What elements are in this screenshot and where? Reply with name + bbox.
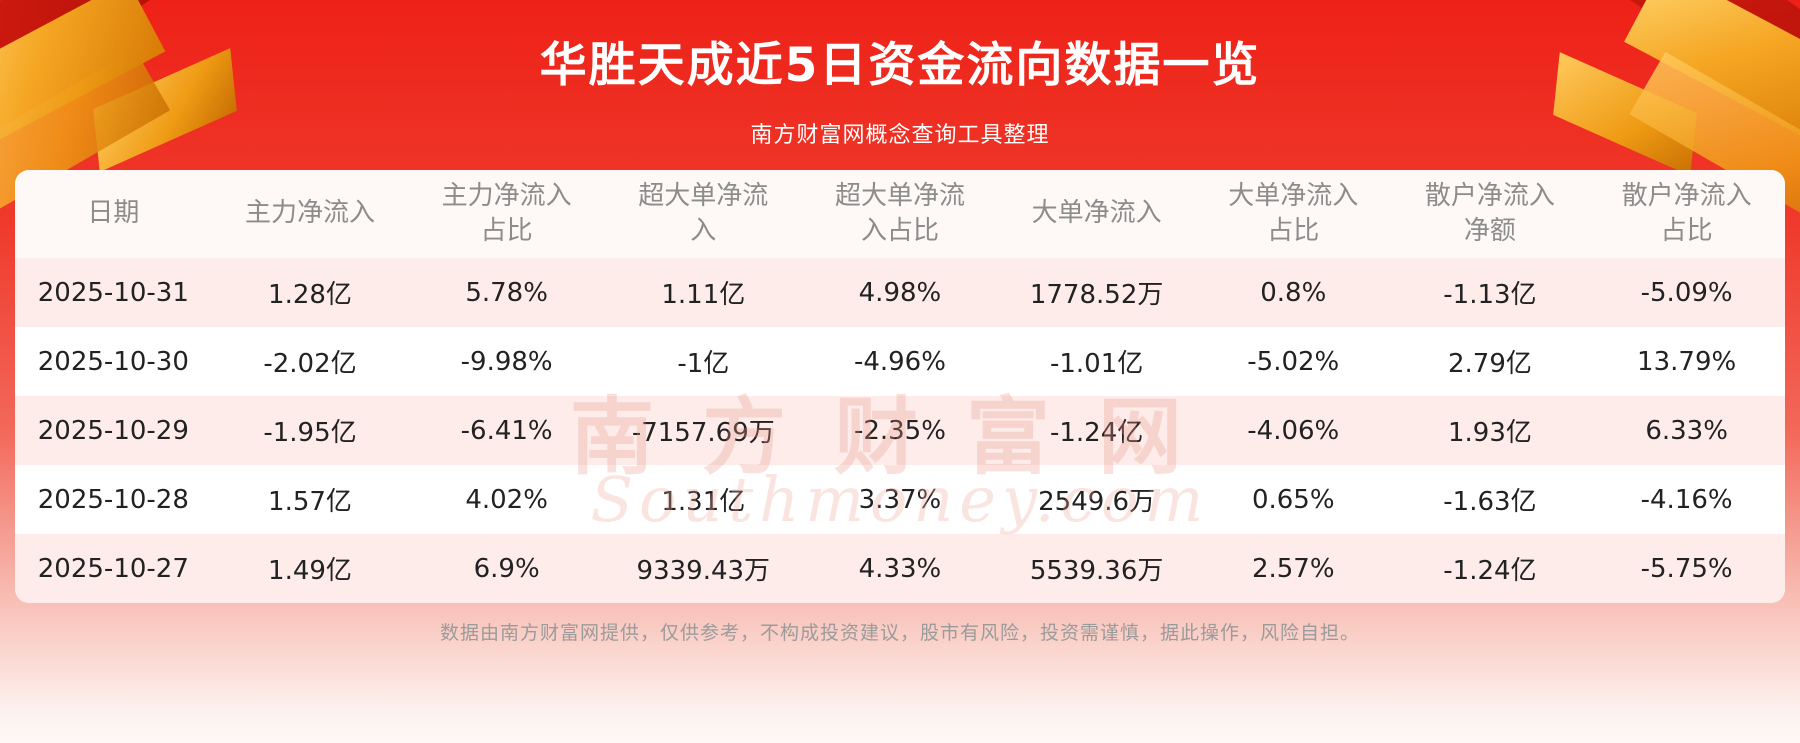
column-header: 超大单净流入	[604, 170, 802, 258]
value-cell: 6.9%	[408, 534, 605, 603]
value-cell: -9.98%	[408, 327, 605, 396]
column-header: 散户净流入占比	[1588, 170, 1785, 258]
table-body: 2025-10-31 1.28亿 5.78% 1.11亿 4.98% 1778.52万 0.…	[15, 258, 1785, 603]
value-cell: -1.01亿	[998, 327, 1195, 396]
value-cell: 1.28亿	[211, 258, 409, 327]
table-row: 2025-10-27 1.49亿 6.9% 9339.43万 4.33% 5539.36万…	[15, 534, 1785, 603]
date-cell: 2025-10-30	[15, 327, 212, 396]
column-header: 散户净流入净额	[1391, 170, 1589, 258]
column-header: 大单净流入	[998, 170, 1195, 258]
value-cell: 0.8%	[1194, 258, 1392, 327]
value-cell: -5.02%	[1194, 327, 1392, 396]
value-cell: 6.33%	[1588, 396, 1785, 465]
value-cell: -1.24亿	[1391, 534, 1589, 603]
value-cell: -1.13亿	[1391, 258, 1589, 327]
table-row: 2025-10-28 1.57亿 4.02% 1.31亿 3.37% 2549.6万 0.6…	[15, 465, 1785, 534]
column-header: 主力净流入	[211, 170, 409, 258]
value-cell: -2.35%	[801, 396, 999, 465]
page-subtitle: 南方财富网概念查询工具整理	[750, 123, 1050, 148]
value-cell: -5.75%	[1588, 534, 1785, 603]
value-cell: -1.63亿	[1391, 465, 1589, 534]
footer-disclaimer: 数据由南方财富网提供，仅供参考，不构成投资建议，股市有风险，投资需谨慎，据此操作…	[439, 622, 1360, 644]
fund-flow-table: 日期 主力净流入 主力净流入占比 超大单净流入 超大单净流入占比 大单净流入 大单净流入占比…	[15, 170, 1785, 603]
value-cell: -5.09%	[1588, 258, 1785, 327]
value-cell: -6.41%	[408, 396, 605, 465]
value-cell: 4.02%	[408, 465, 605, 534]
table-header-row: 日期 主力净流入 主力净流入占比 超大单净流入 超大单净流入占比 大单净流入 大单净流入占比…	[15, 170, 1785, 258]
value-cell: -1.24亿	[998, 396, 1195, 465]
value-cell: -1.95亿	[211, 396, 409, 465]
value-cell: -4.06%	[1194, 396, 1392, 465]
value-cell: 1.57亿	[211, 465, 409, 534]
column-header: 日期	[15, 170, 212, 258]
value-cell: 2.79亿	[1391, 327, 1589, 396]
table-header: 日期 主力净流入 主力净流入占比 超大单净流入 超大单净流入占比 大单净流入 大单净流入占比…	[15, 170, 1785, 258]
value-cell: 1.93亿	[1391, 396, 1589, 465]
column-header: 超大单净流入占比	[801, 170, 999, 258]
value-cell: 1.11亿	[604, 258, 802, 327]
value-cell: 3.37%	[801, 465, 999, 534]
value-cell: -4.16%	[1588, 465, 1785, 534]
value-cell: 5539.36万	[998, 534, 1195, 603]
value-cell: -7157.69万	[604, 396, 802, 465]
value-cell: 0.65%	[1194, 465, 1392, 534]
value-cell: 13.79%	[1588, 327, 1785, 396]
value-cell: 1.49亿	[211, 534, 409, 603]
value-cell: 2.57%	[1194, 534, 1392, 603]
hero-header: 华胜天成近5日资金流向数据一览 南方财富网概念查询工具整理	[0, 0, 1800, 149]
date-cell: 2025-10-31	[15, 258, 212, 327]
page-title: 华胜天成近5日资金流向数据一览	[539, 38, 1261, 93]
table-row: 2025-10-29 -1.95亿 -6.41% -7157.69万 -2.35% -1.…	[15, 396, 1785, 465]
value-cell: 4.33%	[801, 534, 999, 603]
date-cell: 2025-10-28	[15, 465, 212, 534]
value-cell: 5.78%	[408, 258, 605, 327]
date-cell: 2025-10-27	[15, 534, 212, 603]
table-row: 2025-10-30 -2.02亿 -9.98% -1亿 -4.96% -1.01亿 -5.…	[15, 327, 1785, 396]
value-cell: -2.02亿	[211, 327, 409, 396]
date-cell: 2025-10-29	[15, 396, 212, 465]
value-cell: -1亿	[604, 327, 802, 396]
value-cell: 4.98%	[801, 258, 999, 327]
column-header: 主力净流入占比	[408, 170, 605, 258]
table-row: 2025-10-31 1.28亿 5.78% 1.11亿 4.98% 1778.52万 0.…	[15, 258, 1785, 327]
fund-flow-table-panel: 南方财富网 Southmoney.com 日期 主力净流入 主力净流入占比 超大单净流…	[15, 170, 1785, 603]
value-cell: -4.96%	[801, 327, 999, 396]
column-header: 大单净流入占比	[1194, 170, 1392, 258]
value-cell: 1.31亿	[604, 465, 802, 534]
value-cell: 9339.43万	[604, 534, 802, 603]
value-cell: 1778.52万	[998, 258, 1195, 327]
value-cell: 2549.6万	[998, 465, 1195, 534]
